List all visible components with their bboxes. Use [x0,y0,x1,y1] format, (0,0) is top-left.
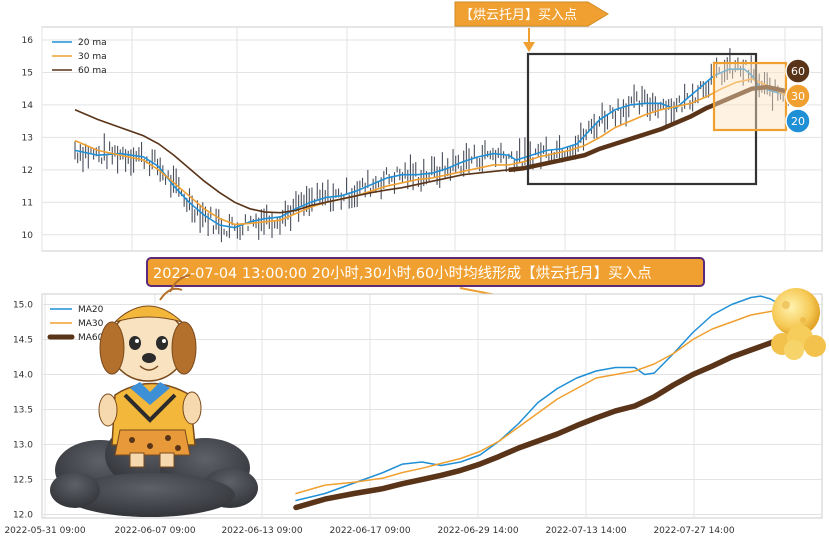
top-plot-frame [41,26,823,252]
bottom-x-tick-labels: 2022-05-31 09:00 2022-06-07 09:00 2022-06-… [4,526,734,536]
bottom-x-tick-label: 2022-06-07 09:00 [114,526,195,536]
top-gridlines [41,27,822,251]
top-callout-text: 【烘云托月】买入点 [460,8,577,23]
bottom-y-tick-label: 13.5 [13,406,33,416]
top-callout: 【烘云托月】买入点 [454,1,609,52]
badge-20-text: 20 [791,115,805,128]
bottom-y-tick-label: 14.5 [13,336,33,346]
ma-badges: 60 30 20 [785,58,811,134]
breakout-box [526,52,758,186]
badge-20 [785,108,811,134]
badge-60 [785,58,811,84]
top-panel: 10 11 12 13 14 15 16 20 ma 30 ma 60 ma 【烘云托月】买… [22,1,823,252]
bottom-line-MA30 [295,309,781,495]
top-y-tick-label: 12 [22,166,33,176]
banner-text: 2022-07-04 13:00:00 20小时,30小时,60小时均线形成【烘… [153,265,652,282]
legend-label-30ma: 30 ma [78,52,107,62]
top-line-30ma [74,78,791,226]
badge-30 [785,83,811,109]
bottom-legend: MA20 MA30 MA60 [47,305,104,343]
bottom-x-tick-label: 2022-05-31 09:00 [4,526,85,536]
badge-30-text: 30 [791,90,805,103]
bottom-y-tick-labels: 12.0 12.5 13.0 13.5 14.0 14.5 15.0 [13,301,33,521]
legend-label-MA60: MA60 [78,333,104,343]
legend-label-MA30: MA30 [78,319,104,329]
bottom-x-tick-label: 2022-07-27 14:00 [653,526,734,536]
bottom-x-tick-label: 2022-06-13 09:00 [221,526,302,536]
bottom-y-tick-label: 15.0 [13,301,33,311]
bottom-y-tick-label: 14.0 [13,371,33,381]
legend-label-60ma: 60 ma [78,66,107,76]
ma-cluster-box [712,61,788,132]
top-callout-shape [454,1,609,27]
top-y-tick-label: 15 [22,68,33,78]
bottom-line-MA60 [293,336,783,511]
bottom-y-tick-label: 13.0 [13,441,33,451]
dog-mascot-icon [50,274,258,517]
legend-label-20ma: 20 ma [78,38,107,48]
signal-banner: 2022-07-04 13:00:00 20小时,30小时,60小时均线形成【烘… [146,257,705,306]
bottom-panel: 12.0 12.5 13.0 13.5 14.0 14.5 15.0 2022-05-31 … [4,274,826,536]
top-y-tick-label: 13 [22,133,33,143]
top-y-tick-label: 11 [22,198,33,208]
bottom-y-tick-label: 12.0 [13,511,33,521]
top-legend: 20 ma 30 ma 60 ma [52,38,107,76]
top-y-tick-labels: 10 11 12 13 14 15 16 [22,36,34,241]
legend-label-MA20: MA20 [78,305,104,315]
callout-pointer-head [523,42,535,52]
top-y-tick-label: 16 [22,36,34,46]
top-line-60ma-highlight [508,84,791,173]
top-y-tick-label: 10 [22,231,34,241]
banner-box [146,257,705,287]
bottom-x-tick-label: 2022-06-29 14:00 [437,526,518,536]
top-y-tick-label: 14 [22,101,34,111]
top-line-20ma [74,68,791,229]
bottom-y-tick-label: 12.5 [13,476,33,486]
bottom-x-tick-label: 2022-06-17 09:00 [329,526,410,536]
bottom-line-MA20 [295,295,781,502]
badge-60-text: 60 [791,65,805,78]
top-ma-lines [74,68,791,229]
moon-icon [771,288,826,360]
bottom-ma-lines [293,295,783,511]
top-line-60ma [74,109,509,214]
bottom-x-tick-label: 2022-07-13 14:00 [545,526,626,536]
